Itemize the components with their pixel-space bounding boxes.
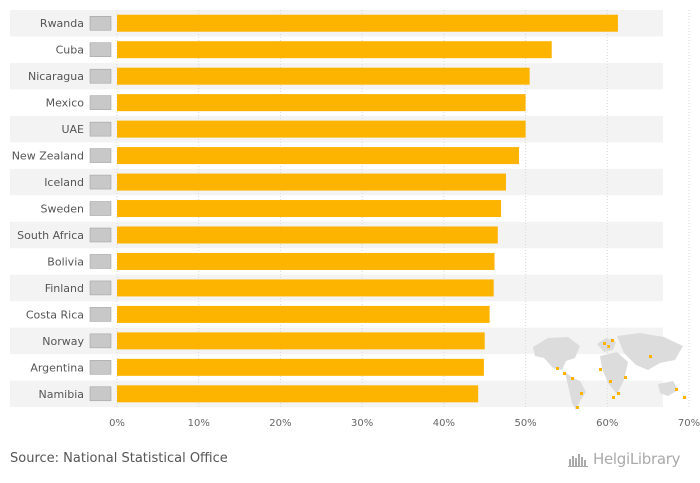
bar-norway — [117, 332, 485, 350]
bar-nicaragua — [117, 67, 530, 85]
x-tick-label: 40% — [433, 418, 455, 429]
map-highlight-marker — [649, 355, 652, 358]
category-label-rwanda: Rwanda — [40, 17, 84, 30]
x-tick-label: 50% — [514, 418, 536, 429]
category-label-nicaragua: Nicaragua — [28, 70, 84, 83]
flag-namibia-icon — [89, 386, 112, 402]
category-label-argentina: Argentina — [30, 361, 84, 374]
category-label-namibia: Namibia — [38, 388, 84, 401]
category-label-iceland: Iceland — [44, 176, 84, 189]
flag-argentina-icon — [89, 360, 112, 375]
bar-new-zealand — [117, 147, 520, 165]
category-label-bolivia: Bolivia — [47, 255, 84, 268]
flag-bolivia-icon — [89, 254, 112, 269]
bar-finland — [117, 279, 494, 297]
map-highlight-marker — [571, 377, 574, 380]
world-map-shape — [533, 337, 580, 370]
map-highlight-marker — [599, 368, 602, 371]
flag-norway-icon — [89, 333, 112, 349]
flag-rwanda-icon — [89, 15, 112, 31]
map-highlight-marker — [624, 376, 627, 379]
category-label-uae: UAE — [61, 123, 84, 136]
bar-chart: Rwanda Cuba Nicaragua Mexico UAE New Zealand I… — [10, 10, 700, 429]
flag-finland-icon — [89, 280, 112, 296]
map-highlight-marker — [609, 380, 612, 383]
flag-mexico-icon — [89, 95, 112, 110]
map-highlight-marker — [603, 342, 606, 345]
bar-sweden — [117, 200, 502, 218]
map-highlight-marker — [612, 396, 615, 399]
map-highlight-marker — [563, 372, 566, 375]
x-tick-label: 20% — [269, 418, 291, 429]
x-tick-label: 30% — [351, 418, 373, 429]
bar-rwanda — [117, 14, 618, 32]
map-highlight-marker — [607, 345, 610, 348]
x-tick-label: 60% — [596, 418, 618, 429]
category-label-norway: Norway — [42, 335, 84, 348]
category-label-finland: Finland — [45, 282, 84, 295]
x-tick-label: 10% — [188, 418, 210, 429]
flag-uae-icon — [89, 121, 112, 137]
flag-sweden-icon — [89, 201, 112, 216]
flag-south-africa-icon — [89, 227, 112, 243]
flag-iceland-icon — [89, 174, 112, 190]
category-label-new-zealand: New Zealand — [12, 150, 84, 163]
category-label-cuba: Cuba — [56, 44, 84, 57]
x-tick-label: 70% — [678, 418, 700, 429]
map-highlight-marker — [675, 388, 678, 391]
bar-cuba — [117, 41, 552, 59]
map-highlight-marker — [576, 406, 579, 409]
source-note: Source: National Statistical Office — [10, 451, 228, 466]
flag-cuba-icon — [89, 42, 112, 57]
bar-uae — [117, 120, 526, 138]
bar-costa-rica — [117, 305, 490, 323]
bar-south-africa — [117, 226, 498, 244]
flag-costa-rica-icon — [89, 307, 112, 322]
map-highlight-marker — [617, 392, 620, 395]
category-label-sweden: Sweden — [41, 203, 84, 216]
category-label-south-africa: South Africa — [17, 229, 84, 242]
bar-iceland — [117, 173, 506, 191]
brand-name: HelgiLibrary — [593, 450, 681, 468]
map-highlight-marker — [611, 339, 614, 342]
map-highlight-marker — [683, 396, 686, 399]
x-tick-label: 0% — [109, 418, 125, 429]
world-map-shape — [658, 381, 678, 396]
bar-argentina — [117, 358, 484, 376]
world-map-shape — [600, 352, 628, 394]
flag-new-zealand-icon — [89, 148, 112, 163]
world-map-shape — [617, 333, 683, 370]
category-label-costa-rica: Costa Rica — [26, 308, 84, 321]
world-map-shape — [565, 372, 586, 410]
map-highlight-marker — [556, 367, 559, 370]
flag-nicaragua-icon — [89, 68, 112, 84]
bar-bolivia — [117, 252, 495, 270]
bar-namibia — [117, 385, 479, 403]
map-highlight-marker — [580, 392, 583, 395]
library-icon — [568, 454, 588, 467]
bar-mexico — [117, 94, 526, 112]
brand-logo[interactable]: HelgiLibrary — [568, 450, 681, 468]
category-label-mexico: Mexico — [46, 97, 85, 110]
